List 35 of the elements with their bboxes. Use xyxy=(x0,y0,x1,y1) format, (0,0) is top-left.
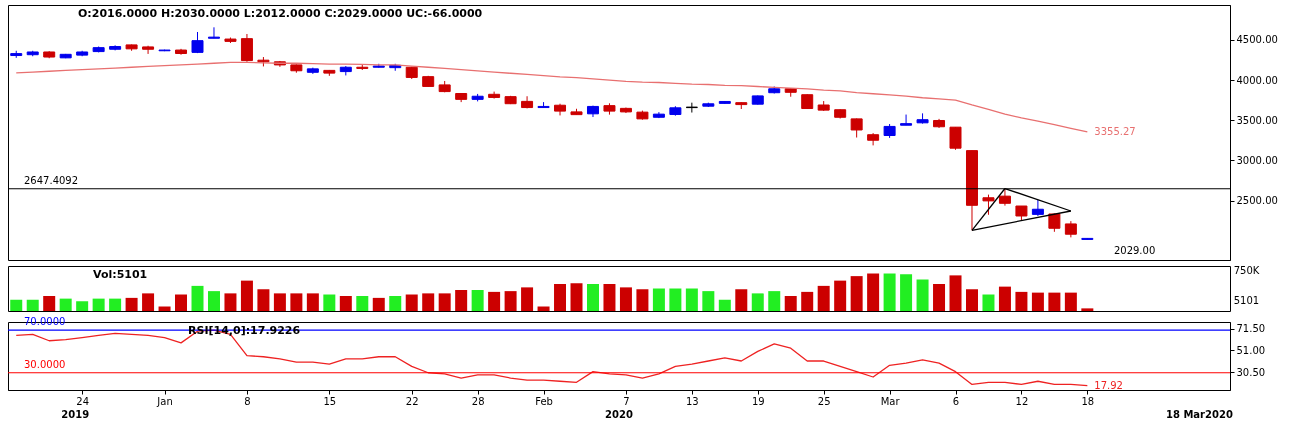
x-tick-label: 25 xyxy=(817,395,831,407)
x-tick-label: 12 xyxy=(1015,395,1029,407)
ref-line-label: 2647.4092 xyxy=(24,174,79,186)
x-tick-label: Jan xyxy=(156,395,173,407)
x-tick-label: Feb xyxy=(535,395,553,407)
text: 18 Mar2020 xyxy=(1166,409,1233,420)
x-tick-label: 7 xyxy=(623,395,630,407)
x-tick-label: 13 xyxy=(685,395,699,407)
y-tick-label: 51.00 xyxy=(1236,344,1266,356)
data-label: 17.92 xyxy=(1094,379,1123,391)
text: 5101 xyxy=(1233,295,1260,306)
x-tick-label: 19 xyxy=(751,395,765,407)
text: 750K xyxy=(1233,265,1260,276)
text: 2019 xyxy=(61,409,90,420)
chart-title: Vol:5101 xyxy=(93,268,148,281)
ref-line-label: 30.0000 xyxy=(24,358,66,370)
x-tick-label: 15 xyxy=(323,395,337,407)
x-tick-label: 18 xyxy=(1081,395,1095,407)
x-tick-label: 28 xyxy=(471,395,485,407)
y-tick-label: 3500.00 xyxy=(1236,114,1278,126)
chart-title: O:2016.0000 H:2030.0000 L:2012.0000 C:2029.0000 UC:-66.0000 xyxy=(78,7,483,20)
text: 2020 xyxy=(605,409,633,420)
y-tick-label: 2500.00 xyxy=(1236,195,1278,207)
x-tick-label: 8 xyxy=(244,395,251,407)
x-tick-label: 6 xyxy=(952,395,960,407)
x-tick-label: 22 xyxy=(405,395,419,407)
text: 2029.00 xyxy=(1113,245,1156,256)
y-tick-label: 71.50 xyxy=(1236,323,1266,334)
x-tick-label: Mar xyxy=(880,395,901,407)
y-tick-label: 30.50 xyxy=(1236,366,1266,378)
y-tick-label: 4000.00 xyxy=(1236,74,1278,86)
data-label: 3355.27 xyxy=(1094,125,1136,137)
x-tick-label: 24 xyxy=(76,395,90,407)
y-tick-label: 3000.00 xyxy=(1236,154,1278,166)
y-tick-label: 4500.00 xyxy=(1236,34,1278,46)
